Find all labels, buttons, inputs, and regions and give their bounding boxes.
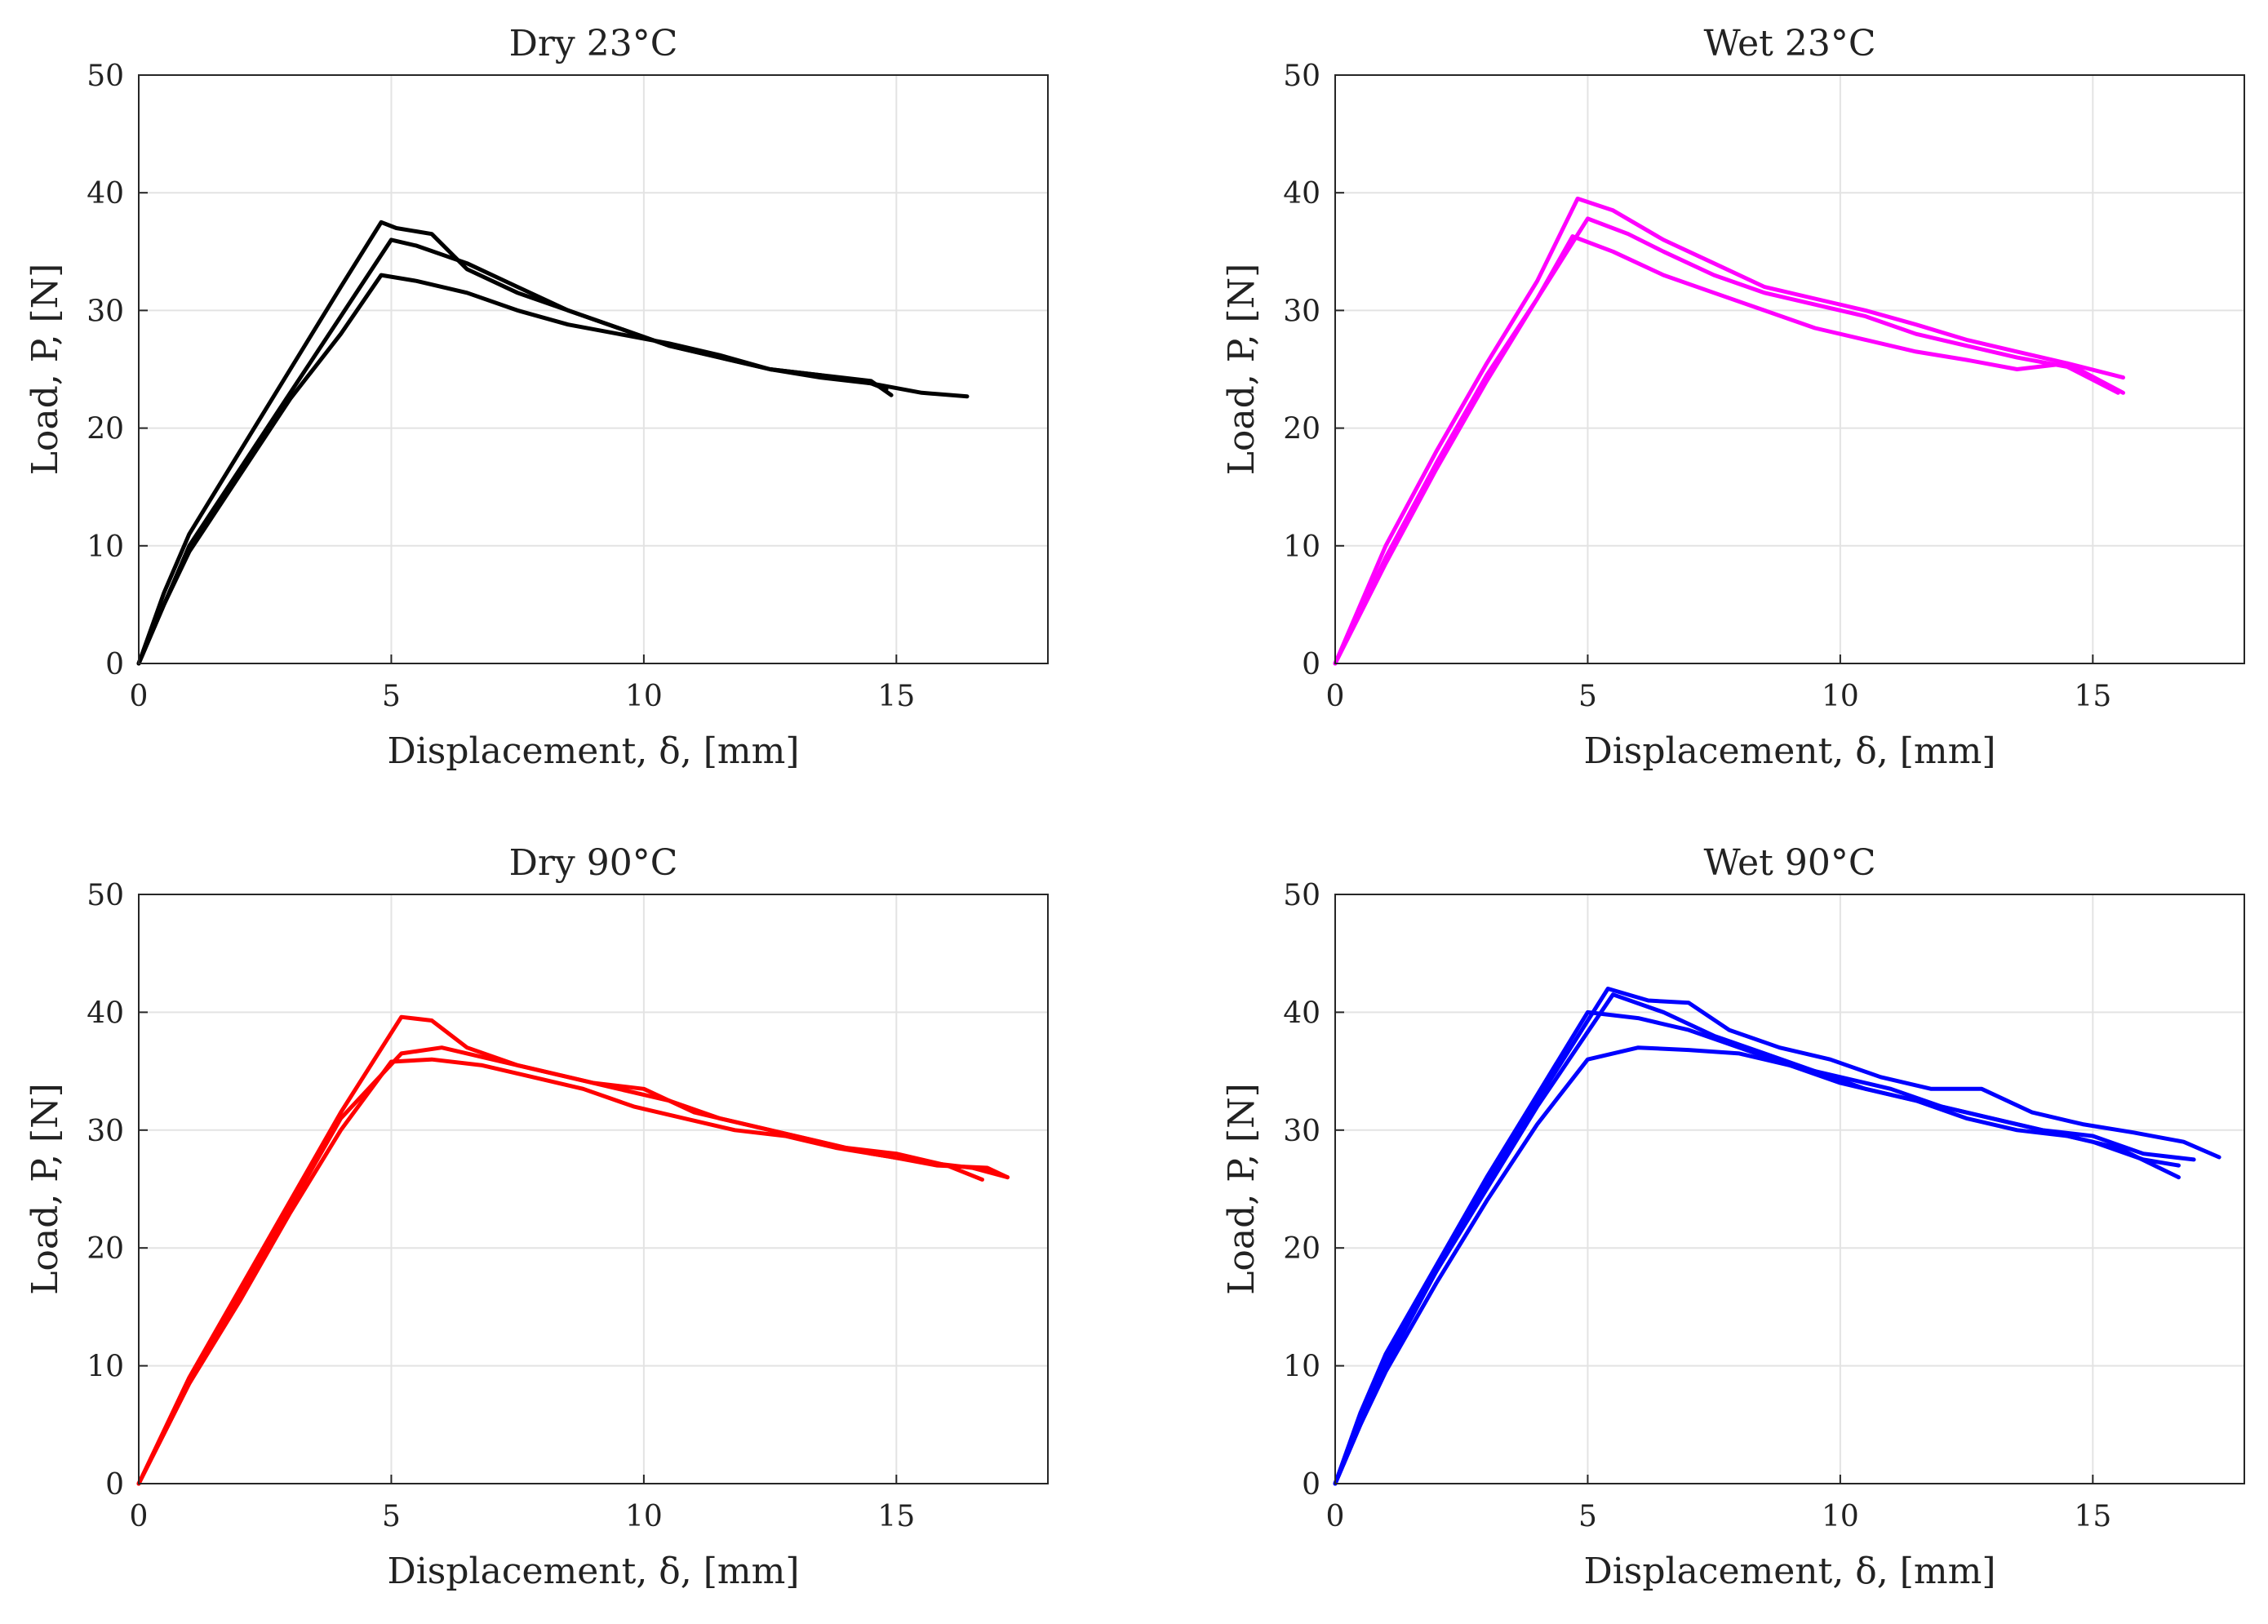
series-line-specimen-4: [1333, 1045, 2181, 1486]
x-tick-label: 10: [625, 1500, 663, 1533]
y-tick-label: 40: [87, 177, 124, 211]
x-axis-label: Displacement, δ, [mm]: [387, 730, 799, 772]
chart-title: Dry 90°C: [509, 842, 678, 884]
x-axis-label: Displacement, δ, [mm]: [387, 1551, 799, 1592]
x-tick-label: 10: [625, 680, 663, 713]
y-tick-label: 0: [1302, 1468, 1320, 1502]
y-tick-label: 0: [105, 648, 124, 681]
x-tick-label: 15: [877, 1500, 915, 1533]
x-tick-label: 0: [1326, 1500, 1345, 1533]
y-tick-label: 40: [87, 996, 124, 1030]
y-tick-label: 50: [1283, 879, 1320, 912]
chart-title: Wet 90°C: [1704, 842, 1876, 884]
series-line-specimen-1: [1333, 196, 2125, 666]
y-tick-label: 50: [87, 60, 124, 93]
y-tick-label: 30: [87, 295, 124, 328]
series-line-specimen-2: [136, 237, 894, 666]
series-line-specimen-2: [136, 1045, 984, 1486]
y-tick-label: 50: [1283, 60, 1320, 93]
y-tick-label: 50: [87, 879, 124, 912]
x-tick-label: 10: [1822, 1500, 1859, 1533]
y-axis-label: Load, P, [N]: [24, 264, 66, 476]
axes-frame: [1334, 894, 2245, 1484]
series-line-specimen-3: [136, 1057, 1010, 1486]
y-tick-label: 10: [1283, 1351, 1320, 1384]
chart-title: Dry 23°C: [509, 23, 678, 64]
axes-frame: [1334, 74, 2245, 664]
y-tick-label: 40: [1283, 177, 1320, 211]
x-tick-label: 10: [1822, 680, 1859, 713]
x-tick-label: 0: [130, 1500, 149, 1533]
axes-frame: [138, 74, 1049, 664]
x-tick-label: 5: [1578, 680, 1597, 713]
y-tick-label: 20: [1283, 413, 1320, 446]
series-line-specimen-2: [1333, 216, 2120, 666]
x-tick-label: 15: [2074, 1500, 2111, 1533]
chart-title: Wet 23°C: [1704, 23, 1876, 64]
y-axis-label: Load, P, [N]: [24, 1083, 66, 1295]
y-tick-label: 10: [87, 530, 124, 564]
y-tick-label: 10: [87, 1351, 124, 1384]
series-line-specimen-3: [1333, 992, 2181, 1486]
x-tick-label: 5: [382, 680, 401, 713]
y-tick-label: 30: [1283, 1115, 1320, 1148]
x-tick-label: 15: [877, 680, 915, 713]
series-line-specimen-3: [1333, 234, 2125, 666]
axes-frame: [138, 894, 1049, 1484]
y-tick-label: 20: [87, 1232, 124, 1266]
x-axis-label: Displacement, δ, [mm]: [1583, 1551, 1995, 1592]
y-tick-label: 10: [1283, 530, 1320, 564]
y-tick-label: 0: [1302, 648, 1320, 681]
x-tick-label: 0: [1326, 680, 1345, 713]
x-tick-label: 15: [2074, 680, 2111, 713]
y-tick-label: 40: [1283, 996, 1320, 1030]
y-axis-label: Load, P, [N]: [1221, 264, 1263, 476]
y-tick-label: 30: [1283, 295, 1320, 328]
y-axis-label: Load, P, [N]: [1221, 1083, 1263, 1295]
x-tick-label: 5: [1578, 1500, 1597, 1533]
y-tick-label: 30: [87, 1115, 124, 1148]
y-tick-label: 20: [87, 413, 124, 446]
x-tick-label: 5: [382, 1500, 401, 1533]
x-tick-label: 0: [130, 680, 149, 713]
x-axis-label: Displacement, δ, [mm]: [1583, 730, 1995, 772]
y-tick-label: 20: [1283, 1232, 1320, 1266]
series-line-specimen-3: [136, 273, 889, 666]
y-tick-label: 0: [105, 1468, 124, 1502]
